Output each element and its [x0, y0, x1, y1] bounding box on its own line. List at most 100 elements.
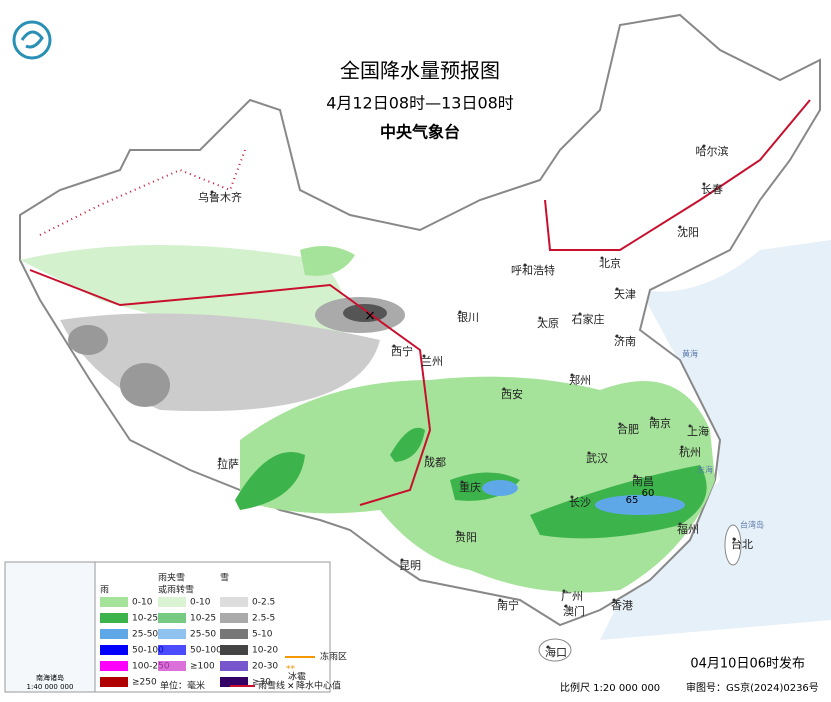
city-label: 澳门 — [563, 604, 585, 618]
city-label: 沈阳 — [677, 225, 699, 239]
city-dot — [218, 457, 222, 461]
city-dot — [498, 598, 502, 602]
legend-item: 2.5-5 — [252, 614, 275, 624]
city-label: 福州 — [677, 522, 699, 536]
city-dot — [650, 416, 654, 420]
legend-title: 或雨转雪 — [158, 584, 194, 596]
legend-swatch — [220, 677, 248, 687]
city-label: 南宁 — [497, 598, 519, 612]
city-dot — [702, 182, 706, 186]
legend-item: 5-10 — [252, 630, 273, 640]
legend-unit: 单位：毫米 — [160, 680, 205, 692]
issued: 04月10日06时发布 — [690, 656, 805, 672]
legend-item: 100-250 — [132, 662, 170, 672]
city-dot — [210, 190, 214, 194]
inset-scale: 1:40 000 000 — [27, 683, 74, 691]
legend-freezing-rain: 冻雨区 — [320, 651, 347, 663]
city-dot — [570, 495, 574, 499]
legend-swatch — [100, 613, 128, 623]
city-dot — [680, 445, 684, 449]
legend-item: ≥100 — [190, 662, 215, 672]
city-dot — [425, 455, 429, 459]
review-number: 审图号：GS京(2024)0236号 — [686, 681, 819, 694]
city-dot — [458, 310, 462, 314]
city-label: 成都 — [424, 456, 446, 469]
city-label: 南昌 — [632, 475, 654, 488]
legend-swatch — [158, 645, 186, 655]
rain-moderate — [390, 427, 425, 462]
legend-item: 10-25 — [190, 614, 216, 624]
legend-item: 20-30 — [252, 662, 278, 672]
legend-item: 0-10 — [132, 598, 153, 608]
legend-swatch — [100, 597, 128, 607]
legend-item: 0-10 — [190, 598, 211, 608]
city-dot — [564, 604, 568, 608]
city-dot — [678, 225, 682, 229]
city-label: 太原 — [537, 317, 559, 330]
city-dot — [562, 589, 566, 593]
city-dot — [546, 645, 550, 649]
issuer: 中央气象台 — [380, 123, 460, 142]
map-scale: 比例尺 1:20 000 000 — [560, 681, 660, 694]
legend-item: 10-25 — [132, 614, 158, 624]
city-label: 长春 — [701, 183, 723, 196]
city-dot — [578, 312, 582, 316]
legend-item: 10-20 — [252, 646, 278, 656]
legend-swatch — [100, 677, 128, 687]
legend-swatch — [220, 597, 248, 607]
snow-moderate — [120, 363, 170, 407]
city-dot — [678, 522, 682, 526]
city-dot — [456, 530, 460, 534]
legend-title: 雨 — [100, 585, 109, 596]
center-value: 60 — [642, 488, 655, 499]
inset-title: 南海诸岛 — [36, 673, 64, 682]
city-label: 呼和浩特 — [511, 263, 555, 277]
city-dot — [392, 344, 396, 348]
city-label: 北京 — [599, 256, 621, 270]
city-label: 海口 — [545, 645, 567, 659]
legend-item: 0-2.5 — [252, 598, 275, 608]
city-label: 台北 — [731, 537, 753, 551]
city-dot — [422, 354, 426, 358]
rain-moderate — [235, 452, 305, 510]
sea-label: 黄海 — [682, 349, 698, 359]
center-symbol: × — [287, 682, 295, 692]
taiwan — [724, 524, 742, 566]
city-label: 郑州 — [569, 373, 591, 387]
city-dot — [587, 451, 591, 455]
legend-item: ≥250 — [132, 678, 157, 688]
city-dot — [618, 422, 622, 426]
city-dot — [633, 474, 637, 478]
legend-item: 25-50 — [190, 630, 216, 640]
title: 全国降水量预报图 — [340, 59, 500, 83]
city-label: 重庆 — [459, 480, 481, 494]
legend-swatch — [220, 645, 248, 655]
city-dot — [615, 334, 619, 338]
legend-title: 雨夹雪 — [158, 572, 185, 584]
legend-swatch — [220, 613, 248, 623]
inset — [4, 561, 96, 693]
city-label: 广州 — [561, 590, 583, 603]
city-dot — [615, 287, 619, 291]
city-dot — [600, 256, 604, 260]
snow-line — [29, 269, 432, 506]
city-label: 上海 — [687, 424, 709, 438]
city-label: 济南 — [614, 334, 636, 348]
hainan — [538, 638, 572, 662]
city-dot — [612, 598, 616, 602]
city-label: 长沙 — [569, 496, 591, 509]
city-dot — [732, 537, 736, 541]
city-label: 银川 — [457, 310, 479, 324]
legend-swatch — [220, 629, 248, 639]
legend-swatch — [158, 629, 186, 639]
city-dot — [702, 144, 706, 148]
city-label: 武汉 — [586, 452, 608, 465]
hail-symbol: ** — [286, 665, 296, 675]
city-dot — [570, 373, 574, 377]
city-label: 拉萨 — [217, 457, 239, 471]
rain-light — [300, 246, 355, 276]
logo — [12, 20, 52, 60]
city-dot — [400, 558, 404, 562]
city-label: 杭州 — [679, 445, 701, 459]
legend-item: 25-50 — [132, 630, 158, 640]
